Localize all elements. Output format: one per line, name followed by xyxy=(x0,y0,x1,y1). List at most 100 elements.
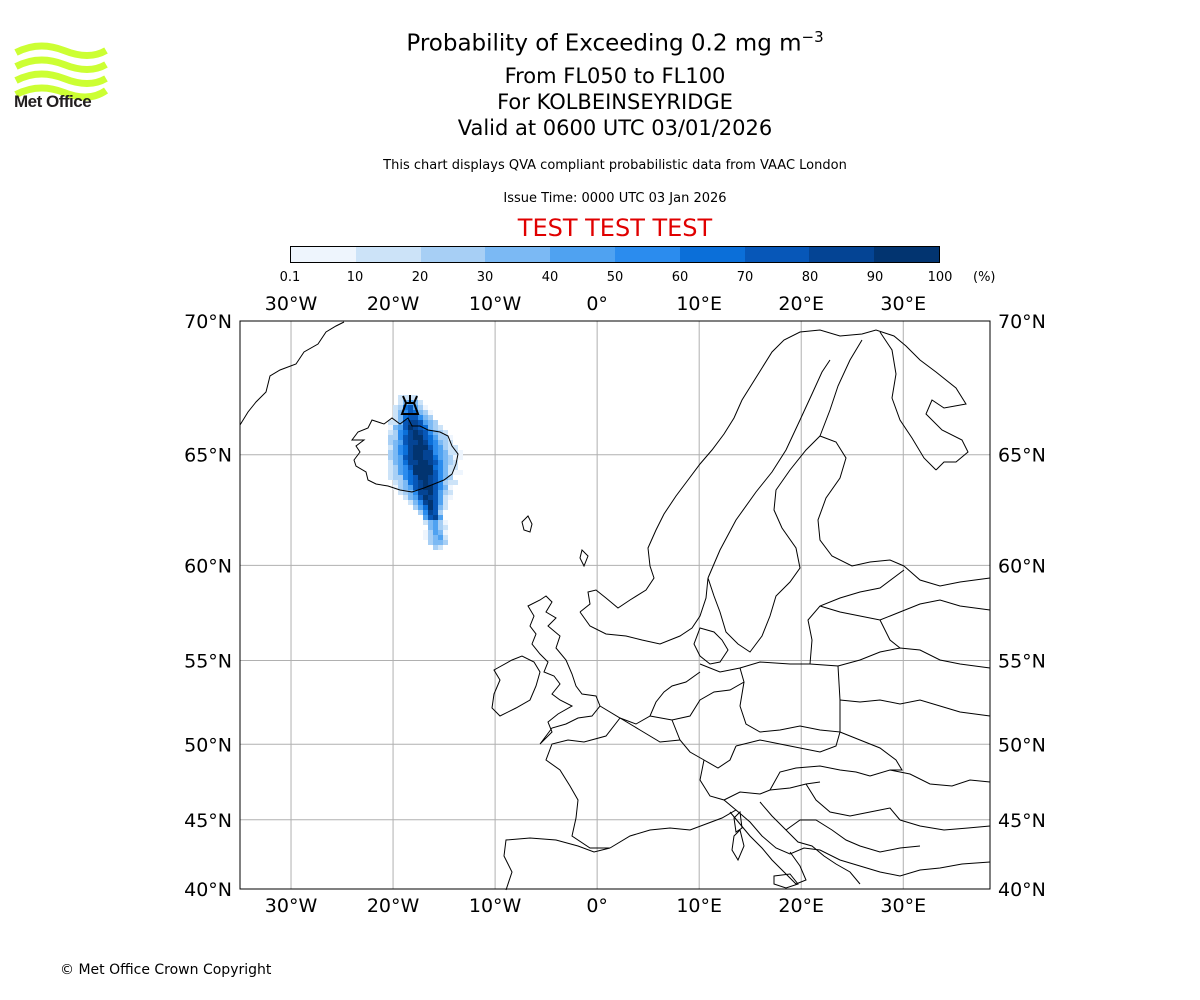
test-banner: TEST TEST TEST xyxy=(517,214,713,242)
sardinia-coast xyxy=(731,829,745,862)
plume-cell xyxy=(428,455,433,460)
plume-cell xyxy=(403,405,408,410)
plume-cell xyxy=(413,470,418,475)
plume-cell xyxy=(438,465,443,470)
plume-cell xyxy=(448,480,453,485)
coastlines xyxy=(239,321,991,891)
plume-cell xyxy=(428,500,433,505)
colorbar-segment xyxy=(679,247,745,262)
chart-title: Probability of Exceeding 0.2 mg m−3 xyxy=(406,28,824,57)
denmark-coast xyxy=(693,627,729,665)
plume-cell xyxy=(388,450,393,455)
plume-cell xyxy=(438,540,443,545)
plume-cell xyxy=(443,500,448,505)
lon-labels-bottom: 30°W 20°W 10°W 0° 10°E 20°E 30°E xyxy=(265,895,926,917)
plume-cell xyxy=(398,475,403,480)
colorbar-segment xyxy=(550,247,615,262)
plume-cell xyxy=(403,445,408,450)
plume-cell xyxy=(443,495,448,500)
plume-cell xyxy=(433,450,438,455)
plume-cell xyxy=(408,455,413,460)
plume-cell xyxy=(388,455,393,460)
probability-colorbar xyxy=(290,246,940,263)
colorbar-tick-label: 90 xyxy=(866,270,884,285)
plume-cell xyxy=(443,525,448,530)
plume-cell xyxy=(433,505,438,510)
ash-probability-plume xyxy=(388,395,463,550)
met-office-logo xyxy=(14,42,109,101)
plume-cell xyxy=(438,535,443,540)
plume-cell xyxy=(403,450,408,455)
plume-cell xyxy=(413,445,418,450)
plume-cell xyxy=(423,410,428,415)
plume-cell xyxy=(438,455,443,460)
plume-cell xyxy=(423,450,428,455)
lon-label: 10°E xyxy=(676,293,722,315)
plume-cell xyxy=(443,430,448,435)
plume-cell xyxy=(433,480,438,485)
lon-label: 30°E xyxy=(880,895,926,917)
scandinavia-south xyxy=(579,435,905,653)
plume-cell xyxy=(393,420,398,425)
plume-cell xyxy=(398,420,403,425)
plume-cell xyxy=(438,440,443,445)
plume-cell xyxy=(423,490,428,495)
plume-cell xyxy=(443,465,448,470)
plume-cell xyxy=(398,395,403,400)
colorbar-segment xyxy=(614,247,680,262)
colorbar-tick-label: 80 xyxy=(801,270,819,285)
plume-cell xyxy=(428,460,433,465)
plume-cell xyxy=(413,400,418,405)
plume-cell xyxy=(413,480,418,485)
plume-cell xyxy=(433,515,438,520)
sicily-coast xyxy=(773,873,799,889)
plume-cell xyxy=(413,410,418,415)
plume-cell xyxy=(403,420,408,425)
plume-cell xyxy=(413,450,418,455)
plume-cell xyxy=(408,450,413,455)
iceland-coast xyxy=(351,417,459,493)
plume-cell xyxy=(408,410,413,415)
plume-cell xyxy=(453,465,458,470)
plume-cell xyxy=(443,460,448,465)
plume-cell xyxy=(393,475,398,480)
plume-cell xyxy=(428,530,433,535)
lat-label: 45°N xyxy=(998,810,1046,832)
plume-cell xyxy=(433,525,438,530)
plume-cell xyxy=(438,520,443,525)
plume-cell xyxy=(423,425,428,430)
plume-cell xyxy=(408,415,413,420)
plume-cell xyxy=(448,460,453,465)
plume-cell xyxy=(418,490,423,495)
plume-cell xyxy=(433,475,438,480)
colorbar-segment xyxy=(874,247,939,262)
lat-label: 65°N xyxy=(998,445,1046,467)
plume-cell xyxy=(418,405,423,410)
plume-cell xyxy=(428,520,433,525)
baltic-coast xyxy=(699,569,905,673)
lat-label: 45°N xyxy=(184,810,232,832)
plume-cell xyxy=(413,425,418,430)
plume-cell xyxy=(443,540,448,545)
plume-cell xyxy=(423,515,428,520)
plume-cell xyxy=(428,480,433,485)
plume-cell xyxy=(428,440,433,445)
plume-cell xyxy=(443,485,448,490)
plume-cell xyxy=(448,435,453,440)
plume-cell xyxy=(438,490,443,495)
plume-cell xyxy=(398,455,403,460)
plume-cell xyxy=(388,470,393,475)
colorbar-segment xyxy=(744,247,810,262)
plume-cell xyxy=(433,420,438,425)
plume-cell xyxy=(388,435,393,440)
lon-labels-top: 30°W 20°W 10°W 0° 10°E 20°E 30°E xyxy=(265,293,926,315)
plume-cell xyxy=(433,510,438,515)
plume-cell xyxy=(418,510,423,515)
black-sea-coast xyxy=(869,769,991,787)
plume-cell xyxy=(393,470,398,475)
plume-cell xyxy=(428,465,433,470)
plume-cell xyxy=(428,510,433,515)
scandinavia-coast xyxy=(579,329,969,613)
colorbar-segment xyxy=(485,247,551,262)
plume-cell xyxy=(428,475,433,480)
